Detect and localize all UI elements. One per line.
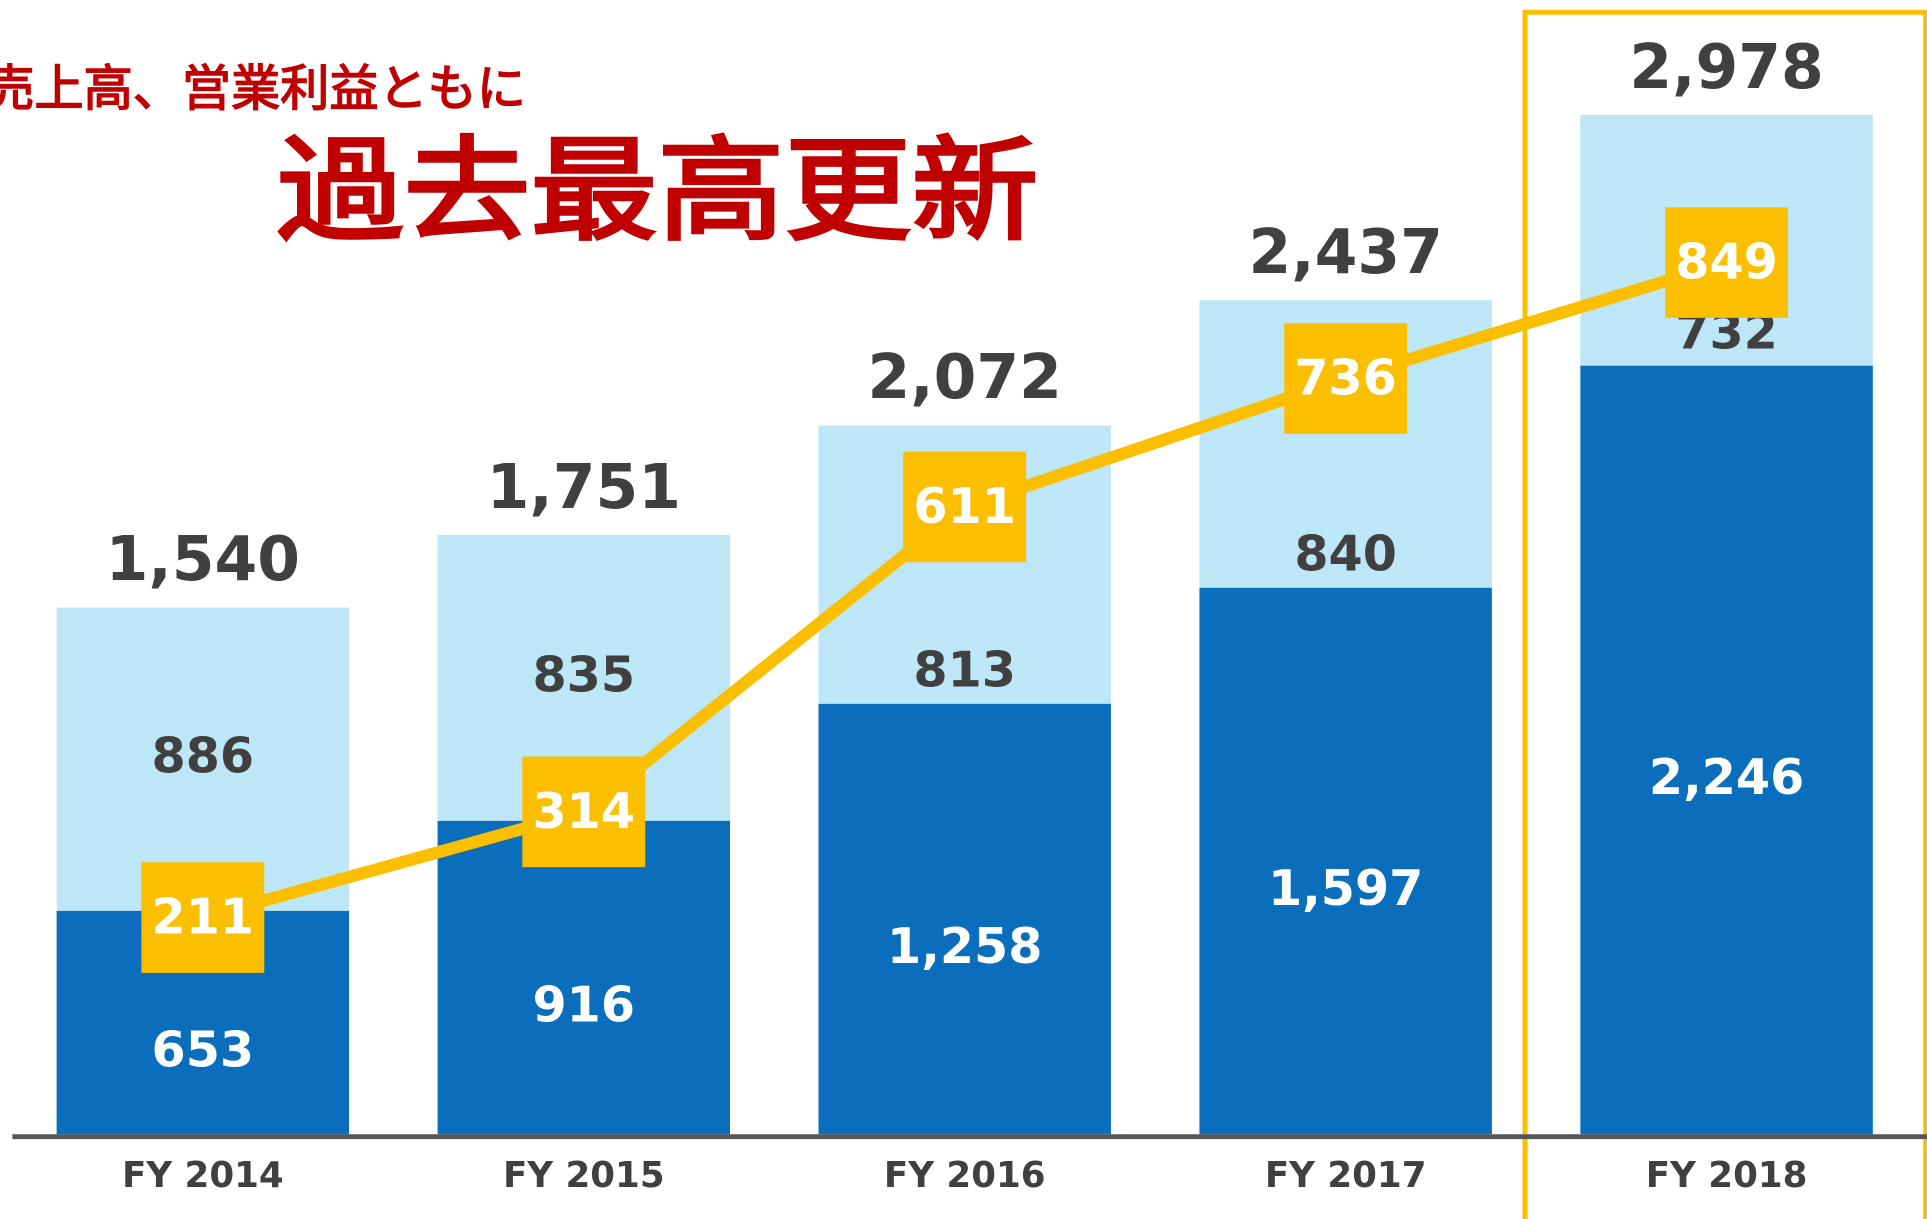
bar-value-label: 835 [533,645,636,703]
bar-value-label: 653 [152,1021,255,1079]
bar-segment [818,703,1111,1135]
line-marker [903,451,1027,563]
line-value-label: 611 [913,477,1016,535]
bar-value-label: 840 [1294,524,1397,582]
line-value-label: 314 [533,782,636,840]
line-marker [1284,323,1408,434]
bar-value-label: 886 [152,727,255,785]
bar-segment [1580,365,1873,1135]
bar-value-label: 916 [533,976,636,1034]
x-tick-label: FY 2016 [884,1155,1046,1196]
x-tick-label: FY 2018 [1646,1155,1808,1196]
bar-value-label: 1,597 [1268,859,1423,917]
bar-value-label: 813 [913,640,1016,698]
x-tick-label: FY 2017 [1265,1155,1427,1196]
bar-value-label: 1,258 [887,917,1042,975]
chart-subtitle: 過去最高更新 [277,125,1039,257]
line-marker [1665,207,1789,318]
line-value-label: 849 [1675,233,1778,291]
x-tick-label: FY 2014 [122,1155,284,1196]
bar-segment [1199,587,1492,1135]
bar-value-label: 2,246 [1649,748,1804,806]
x-tick-label: FY 2015 [503,1155,665,1196]
bar-segment [437,820,731,1135]
line-marker [141,862,265,973]
line-value-label: 211 [152,888,255,946]
bar-segment [56,607,350,911]
line-marker [522,756,646,868]
total-label: 2,978 [1629,32,1823,103]
line-value-label: 736 [1294,349,1397,407]
total-label: 1,751 [487,452,681,523]
total-label: 2,072 [868,342,1062,413]
highlight-box [1522,9,1927,1219]
total-label: 1,540 [106,524,300,595]
total-label: 2,437 [1248,217,1442,288]
chart-title: 売上高、営業利益ともに [0,60,526,118]
